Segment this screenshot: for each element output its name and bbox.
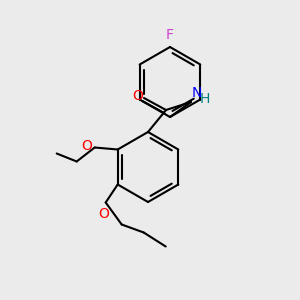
Text: O: O <box>98 208 109 221</box>
Text: N: N <box>192 86 202 100</box>
Text: F: F <box>166 28 174 42</box>
Text: O: O <box>133 89 143 103</box>
Text: O: O <box>81 140 92 154</box>
Text: H: H <box>200 92 210 106</box>
